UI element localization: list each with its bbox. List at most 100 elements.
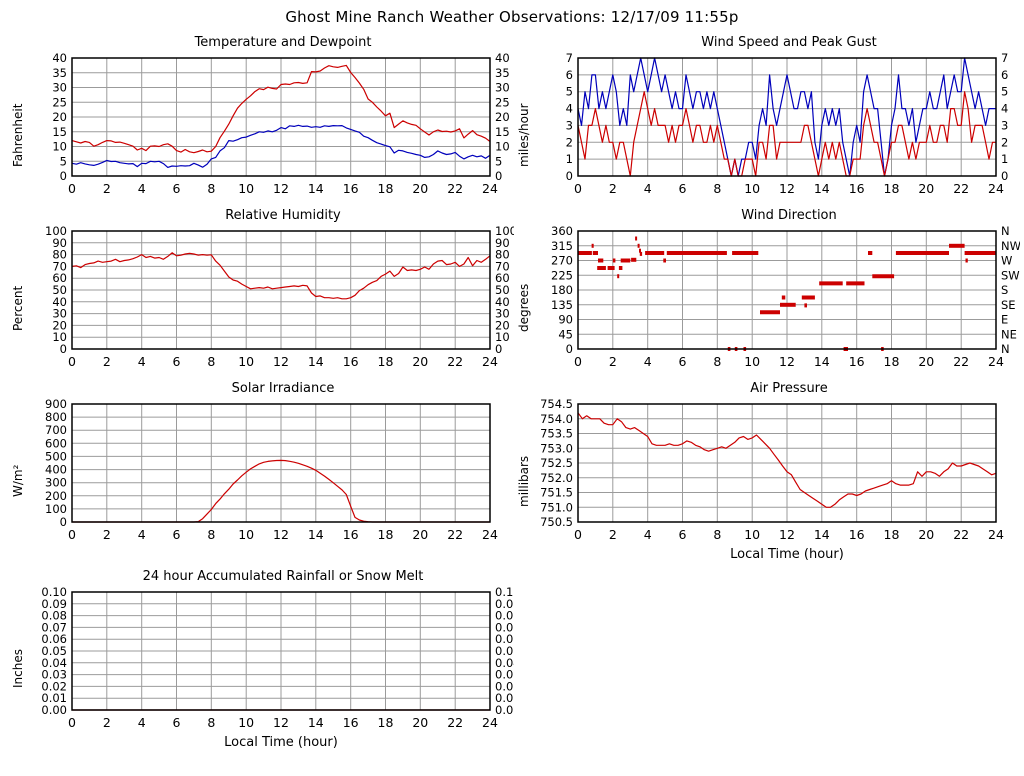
x-tick-label: 18 xyxy=(378,715,394,730)
chart-rainfall: 24 hour Accumulated Rainfall or Snow Mel… xyxy=(10,566,516,750)
x-tick-label: 18 xyxy=(884,527,900,542)
x-tick-label: 6 xyxy=(679,527,687,542)
right-tick-label: NW xyxy=(1001,239,1020,253)
right-tick-label: 4 xyxy=(1001,102,1008,116)
right-tick-label: NE xyxy=(1001,327,1017,341)
y-tick-label: 10 xyxy=(52,330,67,344)
y-tick-label: 0 xyxy=(566,342,573,356)
y-tick-label: 754.5 xyxy=(540,397,573,411)
plot-frame xyxy=(577,230,997,350)
chart-title: Air Pressure xyxy=(750,381,828,396)
x-tick-label: 8 xyxy=(207,354,215,369)
x-tick-label: 2 xyxy=(103,715,111,730)
plot-frame xyxy=(71,230,491,350)
y-tick-label: 0.04 xyxy=(41,656,67,670)
y-axis-title: degrees xyxy=(517,283,531,333)
x-tick-label: 2 xyxy=(609,181,617,196)
y-tick-label: 100 xyxy=(45,502,67,516)
x-tick-label: 0 xyxy=(68,527,76,542)
y-tick-label: 20 xyxy=(52,110,67,124)
x-tick-label: 12 xyxy=(273,181,289,196)
chart-solar-irradiance: Solar Irradiance W/m² 0 100 200 300 400 500 60… xyxy=(10,378,516,562)
x-tick-label: 16 xyxy=(343,527,359,542)
x-tick-label: 0 xyxy=(68,715,76,730)
x-tick-label: 0 xyxy=(574,354,582,369)
y-tick-label: 25 xyxy=(52,95,67,109)
x-tick-label: 16 xyxy=(343,181,359,196)
x-tick-label: 2 xyxy=(103,527,111,542)
y-tick-label: 5 xyxy=(566,85,573,99)
x-tick-label: 18 xyxy=(378,181,394,196)
series-dewpoint xyxy=(71,124,491,169)
y-axis-title: Fahrenheit xyxy=(11,103,25,167)
y-tick-label: 4 xyxy=(566,102,573,116)
right-tick-label: 90 xyxy=(495,236,510,250)
y-tick-label: 1 xyxy=(566,152,573,166)
y-tick-label: 135 xyxy=(551,298,573,312)
x-tick-label: 4 xyxy=(644,527,652,542)
x-tick-label: 6 xyxy=(173,715,181,730)
x-tick-label: 20 xyxy=(412,715,428,730)
right-tick-label: 6 xyxy=(1001,68,1008,82)
series-temperature xyxy=(71,64,491,154)
right-tick-label: S xyxy=(1001,283,1008,297)
x-tick-label: 14 xyxy=(814,181,830,196)
x-tick-label: 18 xyxy=(378,527,394,542)
x-tick-label: 8 xyxy=(207,715,215,730)
x-tick-label: 24 xyxy=(988,354,1004,369)
x-tick-label: 4 xyxy=(644,354,652,369)
y-tick-label: 7 xyxy=(566,51,573,65)
y-tick-label: 751.5 xyxy=(540,486,573,500)
y-tick-label: 0 xyxy=(60,342,67,356)
chart-title: Wind Speed and Peak Gust xyxy=(701,35,877,50)
x-tick-label: 24 xyxy=(482,715,498,730)
x-tick-label: 24 xyxy=(482,354,498,369)
x-tick-label: 22 xyxy=(953,527,969,542)
y-tick-label: 60 xyxy=(52,271,67,285)
right-tick-label: W xyxy=(1001,254,1012,268)
plot-frame xyxy=(71,57,491,177)
x-tick-label: 12 xyxy=(779,354,795,369)
x-axis-title: Local Time (hour) xyxy=(730,547,844,562)
x-tick-label: 18 xyxy=(884,181,900,196)
x-tick-label: 16 xyxy=(343,354,359,369)
x-tick-label: 24 xyxy=(482,527,498,542)
right-tick-label: 40 xyxy=(495,295,510,309)
x-tick-label: 12 xyxy=(779,527,795,542)
x-tick-label: 22 xyxy=(447,527,463,542)
right-tick-label: 60 xyxy=(495,271,510,285)
right-tick-label: 0.10 xyxy=(495,585,514,599)
y-tick-label: 753.0 xyxy=(540,441,573,455)
y-tick-label: 0 xyxy=(60,515,67,529)
y-axis-title: miles/hour xyxy=(517,103,531,167)
y-tick-label: 315 xyxy=(551,239,573,253)
x-tick-label: 14 xyxy=(814,527,830,542)
plot-frame xyxy=(577,57,997,177)
x-tick-label: 16 xyxy=(849,354,865,369)
x-tick-label: 24 xyxy=(482,181,498,196)
y-tick-label: 5 xyxy=(60,154,67,168)
x-tick-label: 0 xyxy=(68,181,76,196)
y-tick-label: 20 xyxy=(52,318,67,332)
y-tick-label: 90 xyxy=(52,236,67,250)
right-tick-label: 10 xyxy=(495,330,510,344)
y-tick-label: 50 xyxy=(52,283,67,297)
y-tick-label: 0.09 xyxy=(41,597,67,611)
y-tick-label: 400 xyxy=(45,463,67,477)
y-tick-label: 225 xyxy=(551,268,573,282)
x-tick-label: 4 xyxy=(138,527,146,542)
plot-area: 0 01 12 23 34 45 56 67 70 2 4 6 8 10 12 14 16 18 20 22 24 xyxy=(566,51,1009,196)
x-tick-label: 14 xyxy=(814,354,830,369)
x-tick-label: 14 xyxy=(308,715,324,730)
y-tick-label: 0 xyxy=(566,169,573,183)
right-tick-label: 0.09 xyxy=(495,597,514,611)
right-tick-label: 50 xyxy=(495,283,510,297)
y-tick-label: 753.5 xyxy=(540,427,573,441)
y-tick-label: 40 xyxy=(52,295,67,309)
series-wind-speed xyxy=(577,91,996,177)
x-tick-label: 22 xyxy=(447,715,463,730)
